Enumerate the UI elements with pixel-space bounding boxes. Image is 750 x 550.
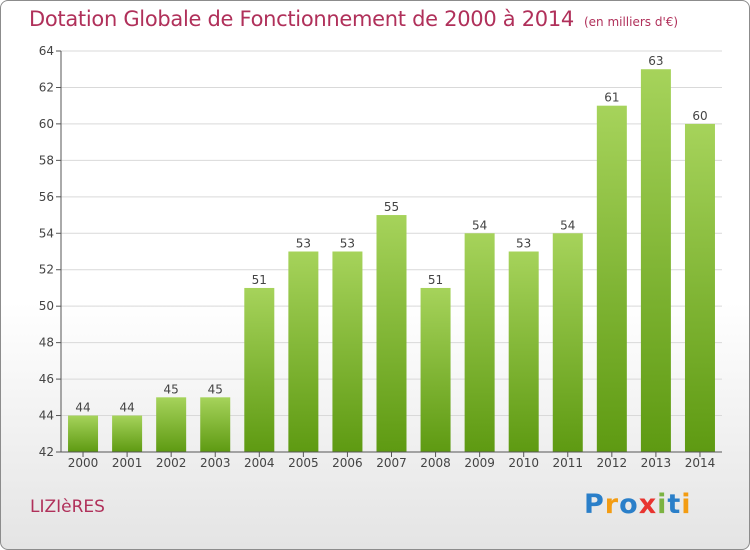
bars bbox=[68, 69, 715, 453]
data-label: 44 bbox=[119, 401, 134, 415]
data-label: 54 bbox=[560, 218, 575, 232]
y-tick-label: 58 bbox=[39, 153, 54, 167]
data-label: 60 bbox=[692, 109, 707, 123]
bar bbox=[288, 251, 319, 452]
x-tick-label: 2003 bbox=[200, 456, 231, 470]
bar bbox=[552, 233, 583, 452]
data-label: 51 bbox=[252, 273, 267, 287]
y-tick-label: 56 bbox=[39, 190, 54, 204]
y-tick-label: 54 bbox=[39, 226, 54, 240]
proxiti-logo[interactable]: Proxiti bbox=[584, 489, 692, 520]
bar bbox=[68, 415, 99, 452]
x-tick-label: 2013 bbox=[641, 456, 672, 470]
logo-letter: i bbox=[681, 489, 692, 520]
data-label: 53 bbox=[340, 237, 355, 251]
chart-title-text: Dotation Globale de Fonctionnement de 20… bbox=[29, 7, 574, 31]
x-tick-label: 2011 bbox=[552, 456, 583, 470]
logo-letter: x bbox=[638, 489, 658, 520]
data-label: 54 bbox=[472, 218, 487, 232]
y-tick-label: 62 bbox=[39, 80, 54, 94]
data-label: 63 bbox=[648, 54, 663, 68]
bar bbox=[684, 123, 715, 452]
commune-name: LIZIèRES bbox=[30, 497, 105, 517]
logo-letter: i bbox=[657, 489, 668, 520]
y-tick-label: 50 bbox=[39, 299, 54, 313]
data-label: 44 bbox=[75, 401, 90, 415]
x-tick-label: 2014 bbox=[685, 456, 716, 470]
bar bbox=[200, 397, 231, 452]
bar bbox=[420, 287, 451, 452]
x-tick-label: 2000 bbox=[68, 456, 99, 470]
data-label: 55 bbox=[384, 200, 399, 214]
x-tick-label: 2009 bbox=[464, 456, 495, 470]
x-tick-label: 2008 bbox=[420, 456, 451, 470]
y-tick-label: 64 bbox=[39, 44, 54, 58]
data-label: 61 bbox=[604, 91, 619, 105]
bar bbox=[464, 233, 495, 452]
logo-letter: o bbox=[619, 489, 639, 520]
bar bbox=[244, 287, 275, 452]
logo-letter: r bbox=[604, 489, 620, 520]
y-tick-label: 52 bbox=[39, 263, 54, 277]
y-tick-label: 60 bbox=[39, 117, 54, 131]
bar bbox=[332, 251, 363, 452]
y-tick-label: 44 bbox=[39, 409, 54, 423]
y-tick-label: 42 bbox=[39, 445, 54, 459]
bar bbox=[112, 415, 143, 452]
labels: 42 44 46 48 50 52 54 56 58 60 62 64 44 2000 44 2001 45 20… bbox=[39, 44, 716, 470]
unit-note: (en milliers d'€) bbox=[583, 15, 679, 29]
data-label: 51 bbox=[428, 273, 443, 287]
y-tick-label: 46 bbox=[39, 372, 54, 386]
data-label: 45 bbox=[164, 382, 179, 396]
x-tick-label: 2002 bbox=[156, 456, 187, 470]
data-label: 45 bbox=[208, 382, 223, 396]
bar bbox=[156, 397, 187, 452]
data-label: 53 bbox=[296, 237, 311, 251]
logo-letter: t bbox=[667, 489, 682, 520]
chart-title: Dotation Globale de Fonctionnement de 20… bbox=[29, 7, 678, 31]
y-tick-label: 48 bbox=[39, 336, 54, 350]
x-tick-label: 2010 bbox=[508, 456, 539, 470]
x-tick-label: 2007 bbox=[376, 456, 407, 470]
axes bbox=[56, 50, 722, 457]
x-tick-label: 2012 bbox=[597, 456, 628, 470]
bar bbox=[640, 69, 671, 453]
x-tick-label: 2006 bbox=[332, 456, 363, 470]
x-tick-label: 2005 bbox=[288, 456, 319, 470]
logo-letter: P bbox=[584, 489, 605, 520]
x-tick-label: 2001 bbox=[112, 456, 143, 470]
bar bbox=[596, 105, 627, 452]
x-tick-label: 2004 bbox=[244, 456, 275, 470]
bar bbox=[508, 251, 539, 452]
bar bbox=[376, 215, 407, 452]
data-label: 53 bbox=[516, 237, 531, 251]
